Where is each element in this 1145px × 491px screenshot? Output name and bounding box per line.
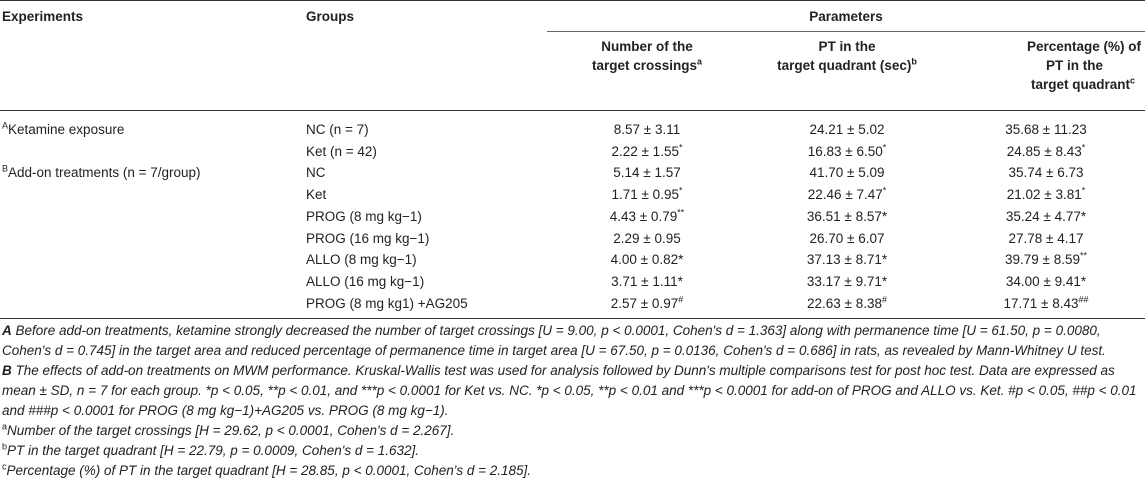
footnote-b: B The effects of add-on treatments on MW… — [2, 363, 1137, 419]
percentage-value: 35.24 ± 4.77* — [1005, 208, 1087, 224]
experiment-cell — [0, 228, 270, 250]
crossings-value: 2.57 ± 0.97# — [547, 292, 747, 320]
header-percentage-pt: Percentage (%) of PT in the target quadr… — [1026, 39, 1142, 92]
group-cell: ALLO (16 mg kg−1) — [306, 273, 425, 289]
header-experiments: Experiments — [2, 8, 84, 24]
table-row: PROG (8 mg kg−1) 4.43 ± 0.79** 36.51 ± 8.5… — [0, 206, 1145, 228]
percentage-value: 35.74 ± 6.73 — [1008, 165, 1084, 181]
header-target-crossings: Number of the target crossingsa — [591, 39, 703, 73]
percentage-value: 21.02 ± 3.81* — [1006, 185, 1086, 203]
experiment-cell: AKetamine exposure — [2, 120, 125, 137]
percentage-value: 35.68 ± 11.23 — [1005, 122, 1087, 137]
header-parameters: Parameters — [547, 0, 1145, 32]
group-cell: Ket — [306, 187, 327, 203]
pt-value: 24.21 ± 5.02 — [809, 122, 885, 137]
group-cell: PROG (16 mg kg−1) — [306, 230, 430, 246]
table-row: ALLO (8 mg kg−1) 4.00 ± 0.82* 37.13 ± 8.71… — [0, 249, 1145, 271]
table-row: ALLO (16 mg kg−1) 3.71 ± 1.11* 33.17 ± 9.7… — [0, 271, 1145, 293]
percentage-value: 27.78 ± 4.17 — [1008, 230, 1084, 246]
group-cell: PROG (8 mg kg1) +AG205 — [270, 292, 547, 320]
group-cell: NC — [306, 165, 326, 181]
experiment-cell — [0, 249, 270, 271]
percentage-value: 39.79 ± 8.59** — [1005, 250, 1087, 268]
pt-value: 37.13 ± 8.71* — [806, 252, 888, 268]
group-cell: Ket (n = 42) — [306, 143, 377, 159]
crossings-value: 8.57 ± 3.11 — [613, 122, 681, 137]
pt-value: 36.51 ± 8.57* — [806, 208, 888, 224]
pt-value: 22.46 ± 7.47* — [807, 185, 887, 203]
pt-value: 22.63 ± 8.38# — [747, 292, 947, 320]
footnote-sup-c: cPercentage (%) of PT in the target quad… — [2, 461, 532, 479]
crossings-value: 4.43 ± 0.79** — [609, 207, 685, 224]
table-row: BAdd-on treatments (n = 7/group) NC 5.14 ±… — [0, 162, 1145, 184]
experiment-cell — [0, 141, 270, 163]
crossings-value: 3.71 ± 1.11* — [611, 273, 683, 289]
table-footnotes: A Before add-on treatments, ketamine str… — [0, 319, 1145, 481]
crossings-value: 2.29 ± 0.95 — [613, 230, 681, 246]
group-cell: ALLO (8 mg kg−1) — [306, 252, 417, 268]
crossings-value: 1.71 ± 0.95* — [611, 185, 683, 203]
experiment-cell — [0, 271, 270, 293]
crossings-value: 4.00 ± 0.82* — [610, 252, 684, 268]
header-groups: Groups — [306, 8, 355, 24]
percentage-value: 17.71 ± 8.43## — [947, 292, 1145, 320]
crossings-value: 2.22 ± 1.55* — [611, 142, 683, 159]
experiment-cell: BAdd-on treatments (n = 7/group) — [2, 163, 201, 181]
table-row: PROG (16 mg kg−1) 2.29 ± 0.95 26.70 ± 6.07… — [0, 228, 1145, 250]
table-row: PROG (8 mg kg1) +AG205 2.57 ± 0.97# 22.63 … — [0, 292, 1145, 320]
pt-value: 16.83 ± 6.50* — [807, 142, 887, 159]
percentage-value: 34.00 ± 9.41* — [1005, 273, 1087, 289]
experiment-cell — [0, 292, 270, 320]
pt-value: 33.17 ± 9.71* — [806, 273, 888, 289]
percentage-value: 24.85 ± 8.43* — [1006, 142, 1086, 159]
table-row: Ket (n = 42) 2.22 ± 1.55* 16.83 ± 6.50* 24.… — [0, 141, 1145, 163]
results-table: Experiments Groups Parameters Number of … — [0, 0, 1145, 320]
experiment-cell — [0, 206, 270, 228]
table-row: AKetamine exposure NC (n = 7) 8.57 ± 3.11 2… — [0, 111, 1145, 141]
pt-value: 26.70 ± 6.07 — [809, 230, 885, 246]
footnote-sup-a: aNumber of the target crossings [H = 29.… — [2, 421, 455, 439]
footnote-a: A Before add-on treatments, ketamine str… — [2, 323, 1106, 359]
pt-value: 41.70 ± 5.09 — [809, 165, 885, 181]
group-cell: NC (n = 7) — [306, 122, 369, 137]
table-row: Ket 1.71 ± 0.95* 22.46 ± 7.47* 21.02 ± 3.81… — [0, 184, 1145, 206]
crossings-value: 5.14 ± 1.57 — [613, 165, 681, 181]
experiment-cell — [0, 184, 270, 206]
header-pt-target-quadrant: PT in the target quadrant (sec)b — [777, 39, 917, 73]
footnote-sup-b: bPT in the target quadrant [H = 22.79, p… — [2, 441, 420, 459]
group-cell: PROG (8 mg kg−1) — [306, 208, 422, 224]
